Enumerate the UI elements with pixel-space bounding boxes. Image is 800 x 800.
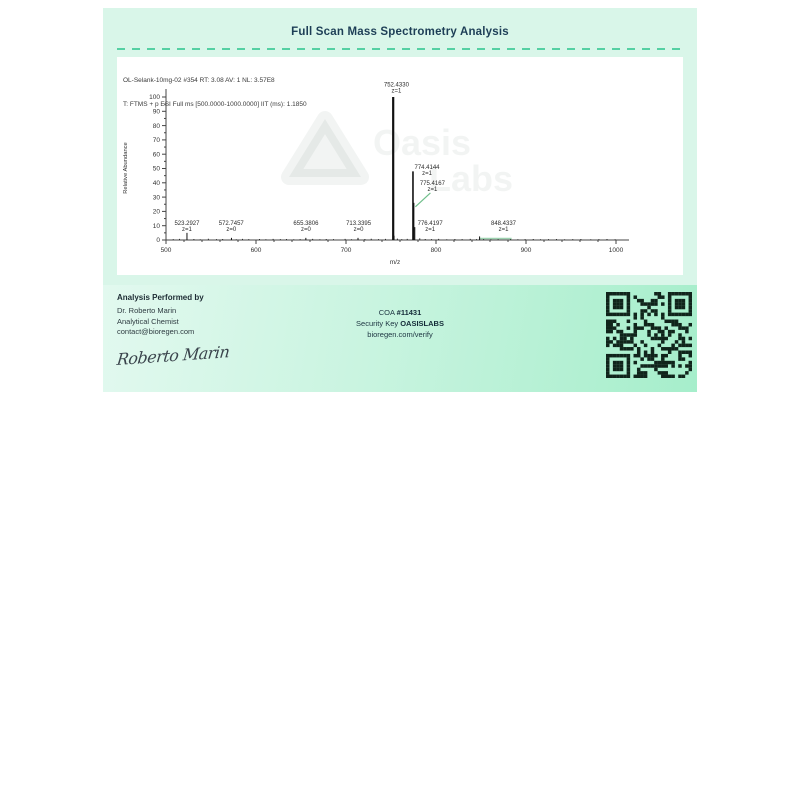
verification-qr-code bbox=[606, 292, 692, 378]
svg-text:10: 10 bbox=[153, 223, 161, 230]
analyst-signature: Roberto Marin bbox=[115, 341, 231, 369]
svg-text:z=0: z=0 bbox=[226, 227, 237, 233]
svg-text:100: 100 bbox=[149, 94, 160, 101]
svg-text:Oasis: Oasis bbox=[373, 122, 471, 163]
svg-text:500: 500 bbox=[161, 247, 172, 254]
svg-text:z=1: z=1 bbox=[425, 227, 436, 233]
svg-text:775.4167: 775.4167 bbox=[420, 181, 446, 187]
svg-text:0: 0 bbox=[156, 237, 160, 244]
svg-text:m/z: m/z bbox=[390, 259, 400, 266]
verify-url: bioregen.com/verify bbox=[367, 330, 433, 339]
svg-text:523.2927: 523.2927 bbox=[174, 221, 200, 227]
analyst-name: Dr. Roberto Marin bbox=[117, 306, 177, 315]
svg-text:1000: 1000 bbox=[609, 247, 624, 254]
svg-text:z=1: z=1 bbox=[391, 88, 402, 94]
dashed-divider bbox=[117, 48, 683, 50]
mass-spectrum-panel: OL-Selank-10mg-02 #354 RT: 3.08 AV: 1 NL… bbox=[117, 57, 683, 275]
certificate-card: Full Scan Mass Spectrometry Analysis OL-… bbox=[103, 8, 697, 392]
svg-text:80: 80 bbox=[153, 123, 161, 130]
security-key-value: OASISLABS bbox=[400, 319, 444, 328]
svg-text:600: 600 bbox=[251, 247, 262, 254]
svg-text:713.3395: 713.3395 bbox=[346, 221, 372, 227]
svg-text:z=0: z=0 bbox=[354, 227, 365, 233]
footer-band: Analysis Performed by Dr. Roberto Marin … bbox=[103, 285, 697, 392]
svg-text:20: 20 bbox=[153, 209, 161, 216]
svg-text:700: 700 bbox=[341, 247, 352, 254]
svg-text:50: 50 bbox=[153, 166, 161, 173]
svg-text:70: 70 bbox=[153, 137, 161, 144]
svg-text:Relative Abundance: Relative Abundance bbox=[123, 142, 129, 194]
svg-text:848.4337: 848.4337 bbox=[491, 221, 517, 227]
svg-text:z=1: z=1 bbox=[182, 227, 193, 233]
scan-header-block: OL-Selank-10mg-02 #354 RT: 3.08 AV: 1 NL… bbox=[123, 61, 307, 125]
svg-text:572.7457: 572.7457 bbox=[219, 221, 245, 227]
svg-text:800: 800 bbox=[431, 247, 442, 254]
analyst-block: Analysis Performed by Dr. Roberto Marin … bbox=[115, 293, 231, 369]
svg-text:z=1: z=1 bbox=[422, 171, 433, 177]
svg-text:655.3806: 655.3806 bbox=[293, 221, 319, 227]
analyst-heading: Analysis Performed by bbox=[117, 293, 204, 302]
svg-text:752.4330: 752.4330 bbox=[384, 82, 410, 88]
svg-text:z=1: z=1 bbox=[499, 227, 510, 233]
svg-text:900: 900 bbox=[521, 247, 532, 254]
analyst-role: Analytical Chemist bbox=[117, 316, 179, 326]
svg-text:90: 90 bbox=[153, 109, 161, 116]
coa-number: #11431 bbox=[396, 308, 422, 317]
svg-text:40: 40 bbox=[153, 180, 161, 187]
verification-block: COA #11431 Security Key OASISLABS bioreg… bbox=[356, 307, 444, 340]
scan-header-line1: OL-Selank-10mg-02 #354 RT: 3.08 AV: 1 NL… bbox=[123, 77, 275, 84]
svg-text:60: 60 bbox=[153, 151, 161, 158]
security-key-label: Security Key bbox=[356, 319, 401, 328]
svg-text:774.4144: 774.4144 bbox=[414, 165, 440, 171]
page-title: Full Scan Mass Spectrometry Analysis bbox=[291, 26, 509, 38]
analyst-email: contact@bioregen.com bbox=[117, 327, 195, 336]
svg-text:z=1: z=1 bbox=[427, 187, 438, 193]
svg-text:Labs: Labs bbox=[429, 158, 513, 199]
svg-text:30: 30 bbox=[153, 194, 161, 201]
coa-number-line: COA #11431 bbox=[356, 307, 444, 318]
svg-text:z=0: z=0 bbox=[301, 227, 312, 233]
coa-label: COA bbox=[378, 308, 397, 317]
svg-text:776.4197: 776.4197 bbox=[418, 221, 444, 227]
security-key-line: Security Key OASISLABS bbox=[356, 318, 444, 329]
